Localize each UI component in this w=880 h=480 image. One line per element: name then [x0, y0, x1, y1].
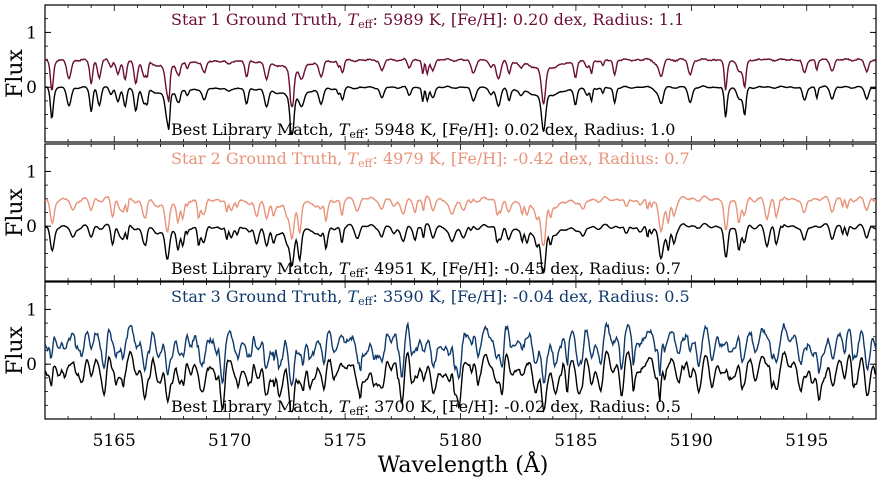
ground-truth-label: Star 2 Ground Truth, Teff: 4979 K, [Fe/H… [171, 149, 690, 170]
library-match-line [45, 85, 876, 135]
panels-layer: 0 1 Flux Star 1 Ground Truth, Teff: 5989 K,… [3, 4, 877, 420]
x-tick-label: 5165 [93, 431, 136, 451]
y-axis-title: Flux [3, 187, 28, 236]
ground-truth-line [45, 57, 876, 108]
x-tick-label: 5190 [670, 431, 713, 451]
y-tick-label: 0 [26, 355, 37, 375]
library-match-line [45, 222, 876, 274]
x-tick-label: 5185 [554, 431, 597, 451]
x-tick-label: 5180 [439, 431, 482, 451]
library-match-label: Best Library Match, Teff: 3700 K, [Fe/H]… [171, 397, 681, 418]
panel-2: 0 1 Flux Star 2 Ground Truth, Teff: 4979 K,… [3, 143, 877, 282]
library-match-label: Best Library Match, Teff: 4951 K, [Fe/H]… [171, 259, 681, 280]
y-tick-label: 1 [26, 23, 37, 43]
ground-truth-line [45, 321, 876, 388]
y-tick-label: 1 [26, 300, 37, 320]
library-match-line [45, 350, 876, 413]
ground-truth-line [45, 195, 876, 247]
ground-truth-label: Star 1 Ground Truth, Teff: 5989 K, [Fe/H… [171, 10, 684, 31]
x-tick-label: 5170 [208, 431, 251, 451]
library-match-label: Best Library Match, Teff: 5948 K, [Fe/H]… [171, 120, 675, 141]
y-axis-title: Flux [3, 48, 28, 97]
x-tick-label: 5175 [323, 431, 366, 451]
y-axis-title: Flux [3, 325, 28, 374]
y-tick-label: 0 [26, 78, 37, 98]
y-tick-label: 0 [26, 217, 37, 237]
x-axis-title: Wavelength (Å) [378, 450, 549, 478]
panel-1: 0 1 Flux Star 1 Ground Truth, Teff: 5989 K,… [3, 4, 877, 143]
panel-3: 0 1 Flux Star 3 Ground Truth, Teff: 3590 K,… [3, 281, 877, 420]
x-tick-label: 5195 [785, 431, 828, 451]
ground-truth-label: Star 3 Ground Truth, Teff: 3590 K, [Fe/H… [171, 287, 690, 308]
x-axis: 5165 5170 5175 5180 5185 5190 5195 [93, 431, 829, 451]
y-tick-label: 1 [26, 162, 37, 182]
